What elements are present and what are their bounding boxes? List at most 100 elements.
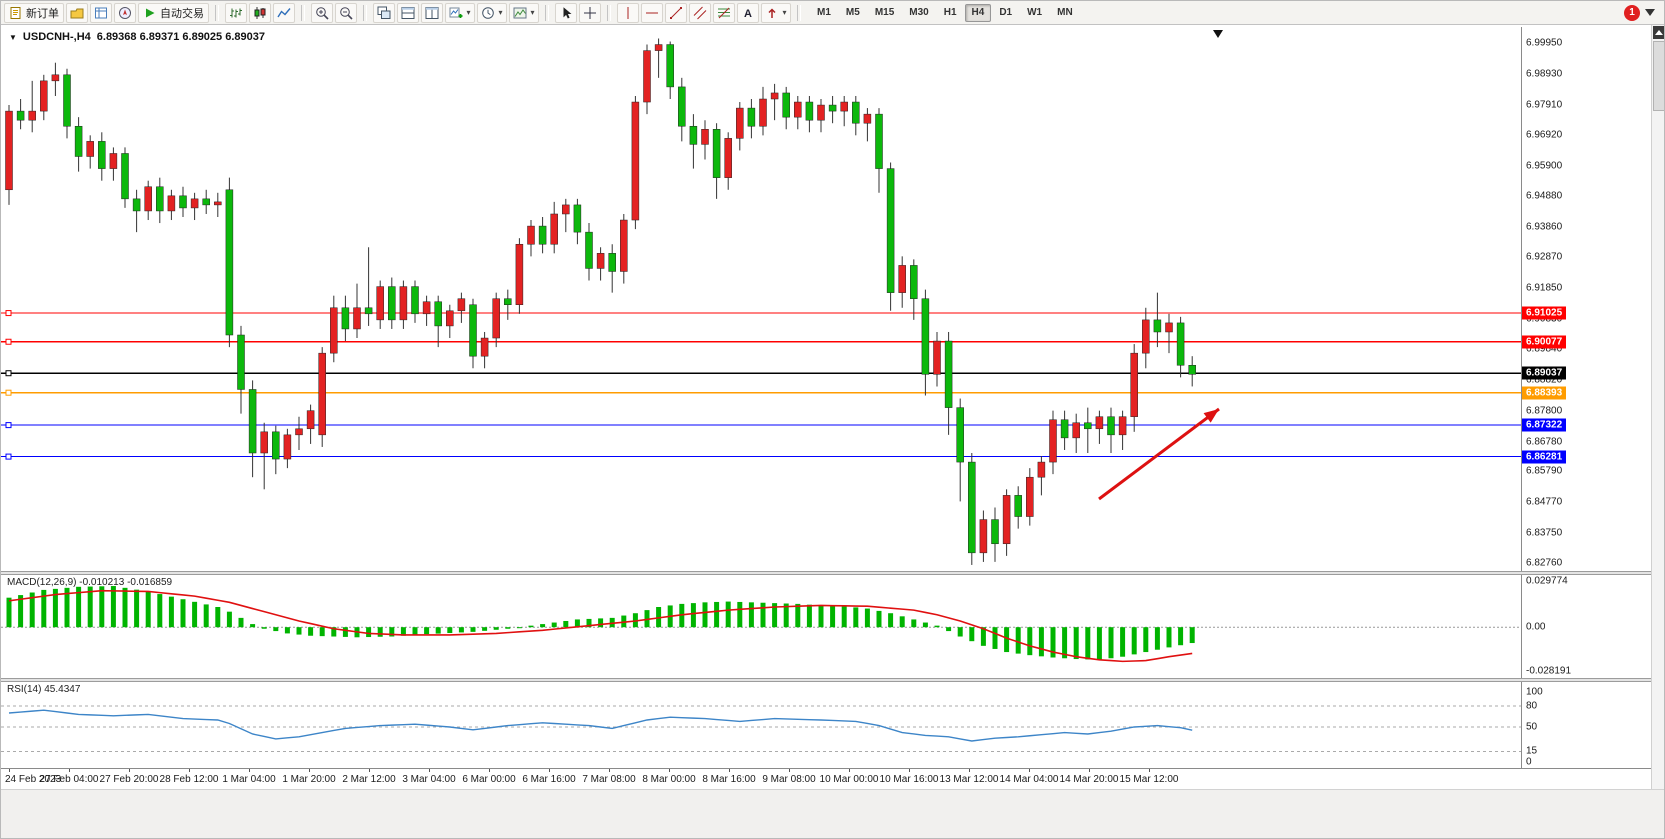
period-selector-icon[interactable]: ▾ <box>477 2 507 23</box>
macd-values: -0.010213 -0.016859 <box>79 577 173 588</box>
candle <box>1014 486 1022 529</box>
candle <box>759 86 767 136</box>
macd-histogram-bar <box>783 603 789 628</box>
time-label: 6 Mar 00:00 <box>462 774 516 785</box>
macd-histogram-bar <box>482 627 488 631</box>
fibonacci-icon[interactable] <box>713 2 735 23</box>
line-handle[interactable] <box>5 453 12 460</box>
macd-histogram-bar <box>946 627 952 632</box>
price-tag: 6.90077 <box>1522 335 1567 349</box>
bar-chart-icon[interactable] <box>225 2 247 23</box>
rsi-panel[interactable] <box>1 682 1521 768</box>
timeframe-m30[interactable]: M30 <box>902 4 935 22</box>
macd-panel[interactable] <box>1 575 1521 678</box>
navigator-icon[interactable] <box>114 2 136 23</box>
vertical-line-icon[interactable] <box>617 2 639 23</box>
macd-histogram-bar <box>1131 627 1137 655</box>
template-icon[interactable]: ▾ <box>509 2 539 23</box>
macd-histogram-bar <box>1015 627 1021 654</box>
timeframe-m15[interactable]: M15 <box>868 4 901 22</box>
zoom-in-icon[interactable] <box>311 2 333 23</box>
trend-arrow[interactable] <box>1098 407 1220 501</box>
candle <box>1130 344 1138 432</box>
notification-badge[interactable]: 1 <box>1624 4 1640 21</box>
equidistant-channel-icon[interactable] <box>689 2 711 23</box>
tile-horizontal-icon[interactable] <box>397 2 419 23</box>
macd-histogram-bar <box>29 592 35 628</box>
timeframe-m1[interactable]: M1 <box>810 4 838 22</box>
new-order-button[interactable]: 新订单 <box>4 2 64 23</box>
macd-histogram-bar <box>957 627 963 637</box>
zoom-out-icon[interactable] <box>335 2 357 23</box>
time-label: 14 Mar 04:00 <box>999 774 1059 785</box>
panel-splitter[interactable] <box>1 571 1651 575</box>
time-tick <box>849 769 850 772</box>
candle <box>109 147 118 181</box>
navigator-glyph <box>119 6 131 19</box>
line-handle[interactable] <box>5 389 12 396</box>
candle <box>596 247 605 281</box>
vertical-scrollbar[interactable] <box>1651 25 1664 789</box>
time-label: 9 Mar 08:00 <box>762 774 816 785</box>
auto-trading-button[interactable]: 自动交易 <box>138 2 209 23</box>
time-tick <box>9 769 10 772</box>
macd-histogram-bar <box>226 611 232 628</box>
candle <box>283 428 292 469</box>
macd-histogram-bar <box>308 627 314 636</box>
zoom-out-glyph <box>340 6 353 20</box>
time-tick <box>489 769 490 772</box>
candle <box>364 247 373 326</box>
timeframe-d1[interactable]: D1 <box>992 4 1019 22</box>
new-chart-icon[interactable]: ▾ <box>445 2 475 23</box>
candlestick-chart-icon[interactable] <box>249 2 271 23</box>
tile-vertical-icon[interactable] <box>421 2 443 23</box>
trendline-icon[interactable] <box>665 2 687 23</box>
line-handle[interactable] <box>5 422 12 429</box>
macd-histogram-bar <box>806 604 812 628</box>
crosshair-glyph <box>584 6 596 19</box>
bars-glyph <box>230 8 242 17</box>
timeframe-m5[interactable]: M5 <box>839 4 867 22</box>
market-watch-icon[interactable] <box>90 2 112 23</box>
macd-histogram-bar <box>99 586 105 628</box>
arrows-tool-icon[interactable]: ▾ <box>761 2 791 23</box>
line-handle[interactable] <box>5 310 12 317</box>
time-label: 2 Mar 12:00 <box>342 774 396 785</box>
timeframe-h4[interactable]: H4 <box>964 3 992 22</box>
time-axis[interactable]: 24 Feb 2023 27 Feb 04:00 27 Feb 20:00 28 Fe… <box>1 768 1651 790</box>
rsi-scale[interactable]: 100 80 50 15 0 <box>1521 682 1651 768</box>
timeframe-mn[interactable]: MN <box>1050 4 1080 22</box>
scroll-up-icon[interactable] <box>1653 26 1664 39</box>
crosshair-icon[interactable] <box>579 2 601 23</box>
line-handle[interactable] <box>5 338 12 345</box>
macd-histogram-bar <box>203 604 209 628</box>
text-glyph: A <box>744 8 752 20</box>
candle <box>968 453 976 565</box>
candle <box>260 422 268 490</box>
horizontal-line-icon[interactable] <box>641 2 663 23</box>
macd-scale[interactable]: 0.029774 0.00 -0.028191 <box>1521 575 1651 678</box>
profiles-glyph <box>70 8 84 18</box>
cursor-icon[interactable] <box>555 2 577 23</box>
candle <box>295 416 303 450</box>
price-tick: 6.94880 <box>1526 190 1563 202</box>
timeframe-h1[interactable]: H1 <box>937 4 964 22</box>
toolbar-collapse-icon[interactable] <box>1645 9 1655 16</box>
macd-histogram-bar <box>1120 627 1126 657</box>
macd-histogram-bar <box>458 627 464 633</box>
candlestick-chart[interactable] <box>1 27 1521 571</box>
line-handle[interactable] <box>5 370 12 377</box>
candle <box>840 95 848 127</box>
scrollbar-thumb[interactable] <box>1653 41 1664 111</box>
panel-splitter[interactable] <box>1 678 1651 682</box>
timeframe-w1[interactable]: W1 <box>1020 4 1049 22</box>
text-tool-icon[interactable]: A <box>737 2 759 23</box>
price-scale[interactable]: 6.99950 6.98930 6.97910 6.96920 6.95900 6.948… <box>1521 27 1651 571</box>
macd-histogram-bar <box>714 601 720 628</box>
candle <box>1153 292 1162 348</box>
line-chart-icon[interactable] <box>273 2 295 23</box>
macd-histogram-bar <box>296 627 302 635</box>
profiles-icon[interactable] <box>66 2 88 23</box>
chart-menu-triangle-icon[interactable]: ▼ <box>9 32 17 42</box>
cascade-windows-icon[interactable] <box>373 2 395 23</box>
